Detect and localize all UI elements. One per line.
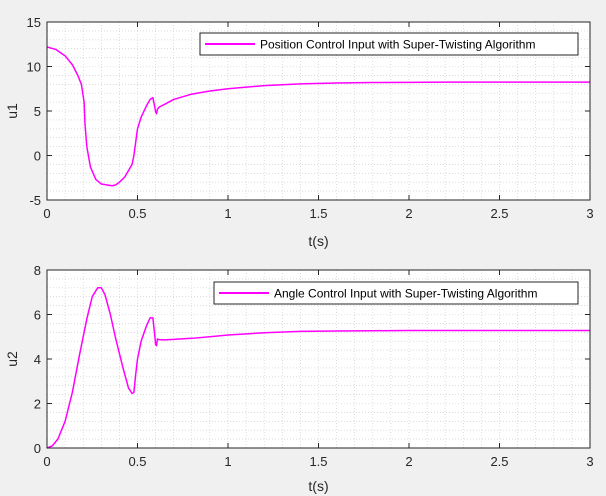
x-tick-label: 3 <box>586 454 593 469</box>
x-tick-label: 2.5 <box>490 206 508 221</box>
subplot-u2: 0 0.5 1 1.5 2 2.5 3 0 2 4 6 8 t(s) u2 Angle Control… <box>4 263 594 494</box>
x-tick-label: 2 <box>405 454 412 469</box>
y-tick-label: 2 <box>34 397 41 412</box>
y-axis-label-u2: u2 <box>4 351 20 367</box>
series-layer-u1 <box>46 46 590 187</box>
x-tick-label: 0.5 <box>128 454 146 469</box>
x-tick-label: 2.5 <box>490 454 508 469</box>
y-tick-label: 10 <box>27 60 41 75</box>
y-axis-label-u1: u1 <box>4 103 20 119</box>
x-tick-label: 0 <box>43 454 50 469</box>
y-tick-label: 8 <box>34 263 41 278</box>
y-tick-label: 0 <box>34 149 41 164</box>
ticks-u2: 0 0.5 1 1.5 2 2.5 3 0 2 4 6 8 <box>34 263 594 469</box>
y-tick-label: -5 <box>29 193 41 208</box>
x-tick-label: 1 <box>224 206 231 221</box>
legend-box-u1 <box>199 32 579 56</box>
legend-u1: Position Control Input with Super-Twisti… <box>199 32 579 56</box>
x-tick-label: 1 <box>224 454 231 469</box>
y-tick-label: 4 <box>34 352 41 367</box>
y-tick-label: 0 <box>34 441 41 456</box>
x-tick-label: 0 <box>43 206 50 221</box>
x-axis-label-u2: t(s) <box>308 478 328 494</box>
y-tick-label: 15 <box>27 15 41 30</box>
x-tick-label: 0.5 <box>128 206 146 221</box>
x-tick-label: 1.5 <box>309 206 327 221</box>
series-line <box>46 287 590 449</box>
legend-label-u1: Position Control Input with Super-Twisti… <box>260 38 535 52</box>
y-tick-label: 5 <box>34 104 41 119</box>
x-tick-label: 2 <box>405 206 412 221</box>
series-layer-u2 <box>46 287 590 449</box>
x-tick-label: 3 <box>586 206 593 221</box>
series-line <box>46 46 590 187</box>
x-axis-label-u1: t(s) <box>308 233 328 249</box>
y-tick-label: 6 <box>34 308 41 323</box>
legend-label-u2: Angle Control Input with Super-Twisting … <box>274 287 537 301</box>
legend-box-u2 <box>213 281 579 305</box>
x-tick-label: 1.5 <box>309 454 327 469</box>
legend-u2: Angle Control Input with Super-Twisting … <box>213 281 579 305</box>
